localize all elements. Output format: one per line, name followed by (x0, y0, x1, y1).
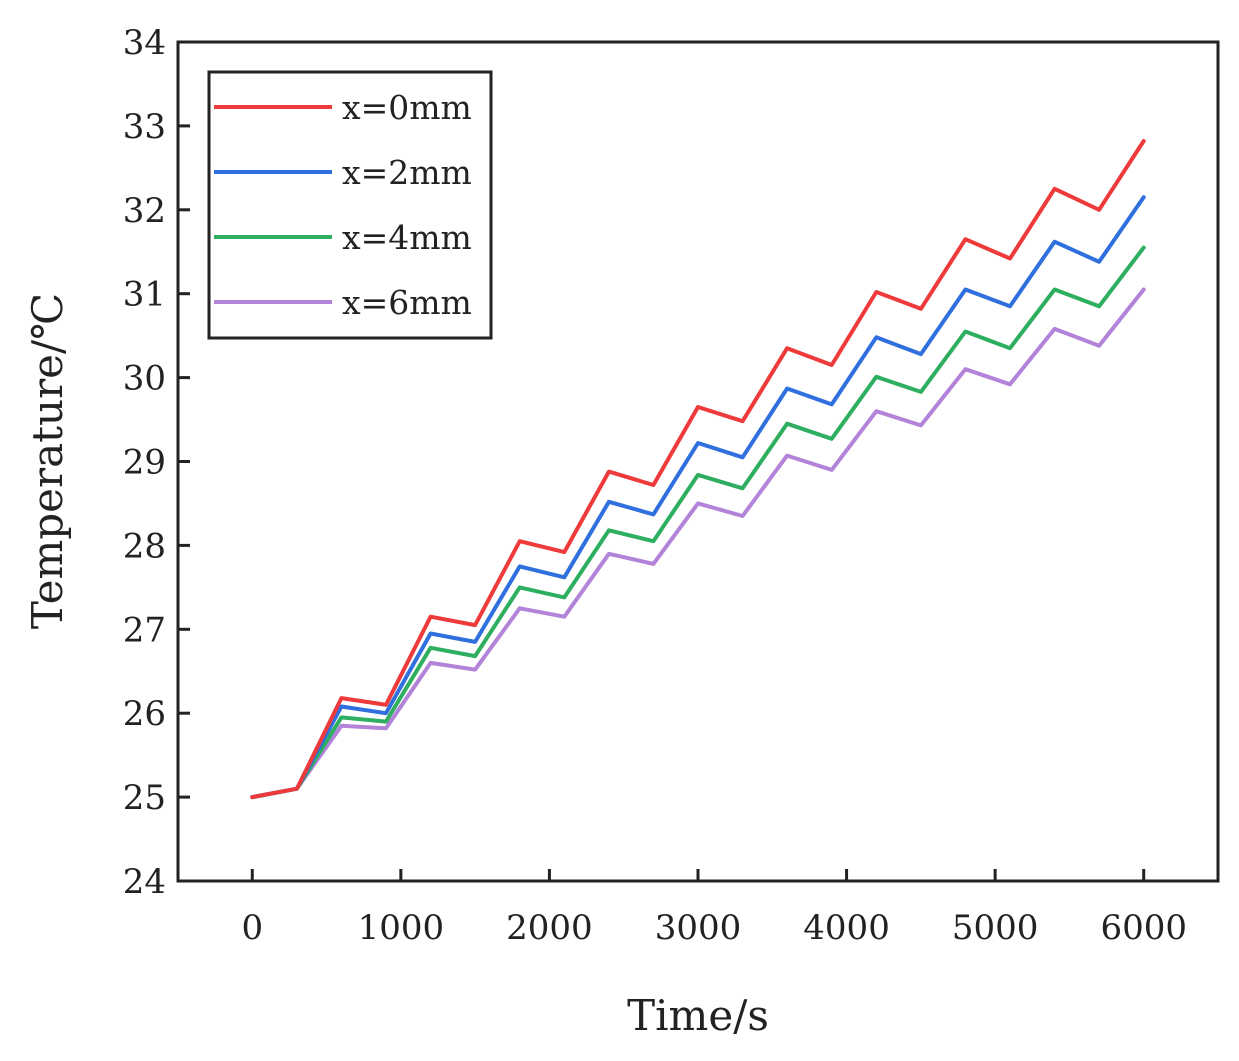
series-line-x-6mm (250, 287, 1146, 800)
legend-label: x=4mm (342, 218, 472, 257)
legend-items: x=0mm x=2mm x=4mm x=6mm (214, 88, 472, 322)
x-tick-label: 5000 (952, 908, 1039, 948)
y-tick-label: 28 (123, 526, 166, 566)
legend-label: x=6mm (342, 283, 472, 322)
y-tick-label: 29 (123, 443, 166, 483)
x-tick-label: 0 (241, 908, 263, 948)
y-tick-label: 26 (123, 694, 166, 734)
legend-label: x=2mm (342, 153, 472, 192)
x-tick-label: 2000 (506, 908, 593, 948)
y-tick-label: 32 (123, 191, 166, 231)
series-line-x-4mm (250, 245, 1146, 800)
y-tick-label: 24 (123, 862, 166, 902)
x-tick-label: 4000 (803, 908, 890, 948)
y-axis-title: Temperature/℃ (23, 293, 72, 629)
y-tick-label: 33 (123, 107, 166, 147)
x-axis-ticks: 0 1000 2000 3000 4000 5000 6000 (241, 869, 1187, 948)
x-tick-label: 1000 (358, 908, 445, 948)
y-tick-label: 27 (123, 610, 166, 650)
x-tick-label: 6000 (1100, 908, 1187, 948)
y-axis-ticks: 24 25 26 27 28 29 30 31 32 33 34 (123, 23, 190, 902)
x-tick-label: 3000 (655, 908, 742, 948)
series-lines (250, 139, 1146, 800)
plot-area-frame (176, 40, 1220, 883)
y-tick-label: 25 (123, 778, 166, 818)
legend-box (207, 70, 493, 340)
x-axis-title: Time/s (627, 991, 769, 1040)
legend: x=0mm x=2mm x=4mm x=6mm (207, 70, 493, 340)
series-line-x-0mm (250, 139, 1146, 800)
y-tick-label: 34 (123, 23, 166, 63)
legend-label: x=0mm (342, 88, 472, 127)
y-tick-label: 30 (123, 359, 166, 399)
series-line-x-2mm (250, 195, 1146, 800)
y-tick-label: 31 (123, 275, 166, 315)
